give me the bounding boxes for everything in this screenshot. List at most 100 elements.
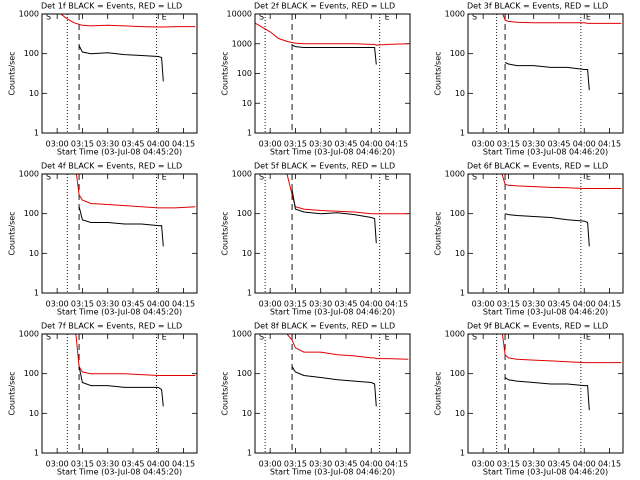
- annotation: S: [472, 173, 477, 182]
- x-tick-label: 03:00: [46, 300, 69, 309]
- x-tick-label: 04:15: [598, 140, 621, 149]
- series-line: [501, 174, 622, 189]
- y-tick-label: 1: [460, 449, 465, 458]
- y-tick-label: 1000: [19, 330, 39, 339]
- x-axis-label: Start Time (03-Jul-08 04:46:20): [270, 148, 395, 157]
- plot-frame: [41, 173, 198, 294]
- chart-title: Det 4f BLACK = Events, RED = LLD: [41, 162, 182, 171]
- y-axis-label: Counts/sec: [434, 51, 443, 95]
- x-tick-label: 04:00: [573, 140, 596, 149]
- y-axis-label: Counts/sec: [221, 211, 230, 255]
- panel: Det 4f BLACK = Events, RED = LLD Start Ti…: [8, 162, 198, 317]
- series-line: [78, 366, 164, 407]
- y-tick-label: 100: [237, 369, 252, 378]
- x-axis-label: Start Time (03-Jul-08 04:46:20): [483, 468, 608, 477]
- y-axis-label: Counts/sec: [434, 371, 443, 415]
- annotation: E: [586, 173, 591, 182]
- x-tick-label: 03:30: [309, 460, 332, 469]
- annotation: S: [472, 333, 477, 342]
- annotation: S: [46, 13, 51, 22]
- x-tick-label: 03:00: [259, 140, 282, 149]
- annotation: E: [162, 333, 167, 342]
- annotation: S: [259, 173, 264, 182]
- series-line: [78, 45, 164, 82]
- panel: Det 5f BLACK = Events, RED = LLD Start Ti…: [221, 162, 411, 317]
- x-tick-label: 03:30: [522, 460, 545, 469]
- x-tick-label: 03:15: [284, 460, 307, 469]
- x-tick-label: 03:00: [472, 300, 495, 309]
- x-tick-label: 04:00: [360, 140, 383, 149]
- series-line: [504, 62, 590, 91]
- x-tick-label: 04:15: [385, 460, 408, 469]
- series-line: [502, 14, 622, 24]
- y-axis-label: Counts/sec: [8, 211, 17, 255]
- y-tick-label: 1000: [232, 39, 252, 48]
- y-tick-label: 1: [460, 129, 465, 138]
- x-tick-label: 03:45: [334, 140, 357, 149]
- chart-title: Det 2f BLACK = Events, RED = LLD: [254, 2, 395, 11]
- series-line: [78, 206, 164, 247]
- x-tick-label: 03:45: [334, 300, 357, 309]
- panel: Det 9f BLACK = Events, RED = LLD Start Ti…: [434, 322, 624, 477]
- x-tick-label: 03:45: [547, 140, 570, 149]
- series-line: [291, 44, 377, 65]
- plot-frame: [41, 13, 198, 134]
- x-tick-label: 04:15: [172, 140, 195, 149]
- y-tick-label: 10: [242, 99, 252, 108]
- y-tick-label: 1000: [19, 170, 39, 179]
- chart-title: Det 9f BLACK = Events, RED = LLD: [467, 322, 608, 331]
- panel: Det 1f BLACK = Events, RED = LLD Start Ti…: [8, 2, 198, 157]
- x-tick-label: 03:45: [121, 460, 144, 469]
- y-axis-label: Counts/sec: [221, 371, 230, 415]
- series-line: [75, 334, 196, 376]
- y-tick-label: 1000: [19, 10, 39, 19]
- y-tick-label: 100: [450, 49, 465, 58]
- y-tick-label: 10: [29, 409, 39, 418]
- x-tick-label: 03:30: [522, 300, 545, 309]
- chart-title: Det 8f BLACK = Events, RED = LLD: [254, 322, 395, 331]
- series-line: [501, 334, 622, 364]
- y-tick-label: 1000: [232, 170, 252, 179]
- x-tick-label: 04:00: [360, 460, 383, 469]
- annotation: S: [46, 333, 51, 342]
- y-tick-label: 100: [24, 209, 39, 218]
- annotation: S: [259, 13, 264, 22]
- x-tick-label: 03:00: [259, 460, 282, 469]
- y-tick-label: 1: [34, 129, 39, 138]
- panel: Det 3f BLACK = Events, RED = LLD Start Ti…: [434, 2, 624, 157]
- x-tick-label: 03:15: [71, 300, 94, 309]
- x-tick-label: 04:15: [172, 460, 195, 469]
- plot-frame: [467, 173, 624, 294]
- y-tick-label: 1: [460, 289, 465, 298]
- series-line: [255, 22, 409, 46]
- annotation: E: [162, 13, 167, 22]
- x-axis-label: Start Time (03-Jul-08 04:45:20): [57, 308, 182, 317]
- y-tick-label: 10: [455, 409, 465, 418]
- chart-title: Det 5f BLACK = Events, RED = LLD: [254, 162, 395, 171]
- x-tick-label: 03:00: [46, 460, 69, 469]
- x-tick-label: 04:15: [598, 460, 621, 469]
- annotation: S: [472, 13, 477, 22]
- y-tick-label: 10000: [227, 10, 252, 19]
- x-tick-label: 03:00: [472, 140, 495, 149]
- x-axis-label: Start Time (03-Jul-08 04:45:20): [57, 148, 182, 157]
- y-tick-label: 10: [29, 89, 39, 98]
- x-tick-label: 04:15: [385, 140, 408, 149]
- y-tick-label: 1000: [232, 330, 252, 339]
- y-tick-label: 1000: [445, 330, 465, 339]
- series-line: [291, 189, 377, 244]
- annotation: E: [385, 13, 390, 22]
- y-tick-label: 100: [237, 69, 252, 78]
- annotation: S: [46, 173, 51, 182]
- annotation: E: [586, 13, 591, 22]
- x-tick-label: 04:00: [147, 460, 170, 469]
- x-tick-label: 04:00: [360, 300, 383, 309]
- annotation: E: [385, 333, 390, 342]
- y-axis-label: Counts/sec: [8, 371, 17, 415]
- series-line: [291, 366, 377, 407]
- y-tick-label: 10: [455, 249, 465, 258]
- x-tick-label: 04:15: [172, 300, 195, 309]
- x-tick-label: 03:30: [309, 300, 332, 309]
- x-tick-label: 03:00: [259, 300, 282, 309]
